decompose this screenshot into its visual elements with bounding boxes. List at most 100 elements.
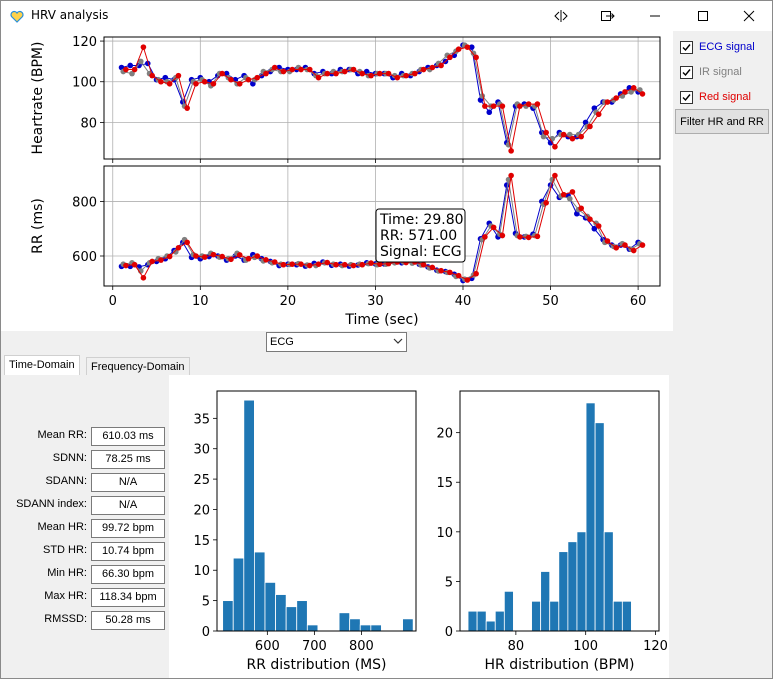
red-signal-point [508, 148, 514, 154]
signal-plots[interactable]: 80 100 120 Heartrate (BPM) 600 800 0 10 20 30 40 50… [1, 31, 673, 331]
red-signal-point [604, 238, 611, 244]
red-signal-point [210, 80, 217, 87]
x-tick-label: 700 [302, 639, 327, 654]
red-signal-point [263, 257, 269, 263]
red-signal-point [201, 78, 208, 85]
red-signal-point [254, 253, 261, 259]
ecg-signal-point [591, 225, 598, 232]
red-signal-point [490, 224, 497, 231]
red-signal-point [517, 234, 523, 240]
red-signal-point [298, 261, 304, 267]
ecg-signal-checkbox[interactable]: ECG signal [680, 37, 755, 57]
red-signal-point [552, 172, 558, 179]
rmssd-value: 50.28 ms [91, 611, 165, 630]
ir-signal-point [567, 195, 573, 202]
red-signal-point [341, 68, 348, 75]
red-signal-point [560, 191, 567, 198]
red-signal-point [447, 54, 453, 61]
red-signal-point [219, 253, 226, 260]
ir-signal-checkbox[interactable]: IR signal [680, 62, 742, 82]
red-signal-point [298, 66, 304, 73]
red-signal-label: Red signal [699, 91, 751, 103]
histogram-bar [603, 531, 614, 632]
red-signal-point [271, 64, 278, 71]
mean-rr-value: 610.03 ms [91, 427, 165, 446]
sdnn-label: SDNN: [52, 452, 87, 464]
x-tick-label: 40 [455, 294, 472, 309]
red-signal-point [613, 245, 620, 251]
title-bar: HRV analysis [1, 1, 772, 31]
red-signal-point [613, 95, 620, 101]
red-signal-point [193, 253, 199, 259]
red-signal-point [140, 44, 147, 50]
y-tick-label: 20 [436, 427, 453, 442]
std-hr-label: STD HR: [43, 544, 87, 556]
x-axis-label: Time (sec) [344, 312, 418, 328]
histogram-bar [232, 557, 245, 632]
tab-frequency-domain[interactable]: Frequency-Domain [86, 357, 190, 375]
red-signal-point [385, 70, 392, 77]
ir-signal-point [137, 58, 144, 65]
split-icon[interactable] [538, 1, 584, 31]
red-signal-point [315, 261, 322, 267]
maximize-button[interactable] [680, 1, 726, 31]
max-hr-value: 118.34 bpm [91, 588, 165, 607]
red-signal-point [184, 105, 190, 111]
plots-area: 80 100 120 Heartrate (BPM) 600 800 0 10 20 30 40 50… [1, 31, 673, 331]
checkbox-check-icon [680, 90, 693, 104]
red-signal-point [219, 70, 226, 77]
red-signal-point [587, 216, 593, 222]
tab-time-domain[interactable]: Time-Domain [4, 355, 80, 375]
red-signal-point [280, 68, 287, 75]
red-signal-point [630, 85, 637, 91]
ir-signal-point [567, 131, 573, 138]
max-hr-label: Max HR: [44, 590, 87, 602]
red-signal-point [377, 70, 383, 77]
histogram-bar [612, 600, 623, 632]
red-signal-point [552, 144, 558, 150]
red-signal-point [490, 103, 497, 109]
red-signal-point [333, 261, 339, 268]
exit-icon[interactable] [585, 1, 631, 31]
ir-signal-label: IR signal [699, 66, 742, 78]
red-signal-point [525, 101, 532, 107]
red-signal-point [175, 245, 182, 251]
red-signal-point [228, 256, 234, 263]
close-button[interactable] [726, 1, 772, 31]
red-signal-point [429, 264, 436, 271]
red-signal-point [131, 66, 138, 73]
sdann-index-label: SDANN index: [16, 498, 87, 510]
red-signal-point [464, 277, 471, 283]
histogram-bar [264, 581, 276, 632]
red-signal-checkbox[interactable]: Red signal [680, 87, 751, 107]
y-tick-label: 20 [193, 503, 210, 518]
ir-signal-point [172, 249, 179, 255]
red-signal-point [201, 254, 208, 260]
mean-hr-value: 99.72 bpm [91, 519, 165, 538]
red-signal-point [455, 272, 462, 279]
histogram-bar [585, 402, 596, 632]
signal-select-value: ECG [270, 336, 294, 348]
red-signal-point [280, 261, 287, 268]
histogram-bar [402, 618, 414, 632]
histogram-bar [222, 600, 234, 632]
red-signal-point [412, 70, 418, 77]
histogram-bar [485, 620, 496, 632]
plot-frame [103, 36, 661, 160]
sdann-index-value: N/A [91, 496, 165, 515]
histogram-bar [567, 541, 578, 632]
signal-select[interactable]: ECG [266, 332, 407, 352]
red-signal-point [333, 70, 339, 77]
red-signal-point [394, 74, 401, 81]
minimize-button[interactable] [632, 1, 678, 31]
red-signal-point [263, 70, 269, 77]
histogram-bar [359, 624, 372, 632]
red-signal-point [403, 72, 409, 79]
histogram-bar [467, 610, 478, 632]
histogram-bar [621, 600, 632, 632]
filter-hr-rr-button[interactable]: Filter HR and RR [675, 109, 769, 134]
red-signal-point [438, 267, 444, 274]
red-signal-point [578, 133, 584, 140]
red-signal-point [473, 54, 479, 61]
